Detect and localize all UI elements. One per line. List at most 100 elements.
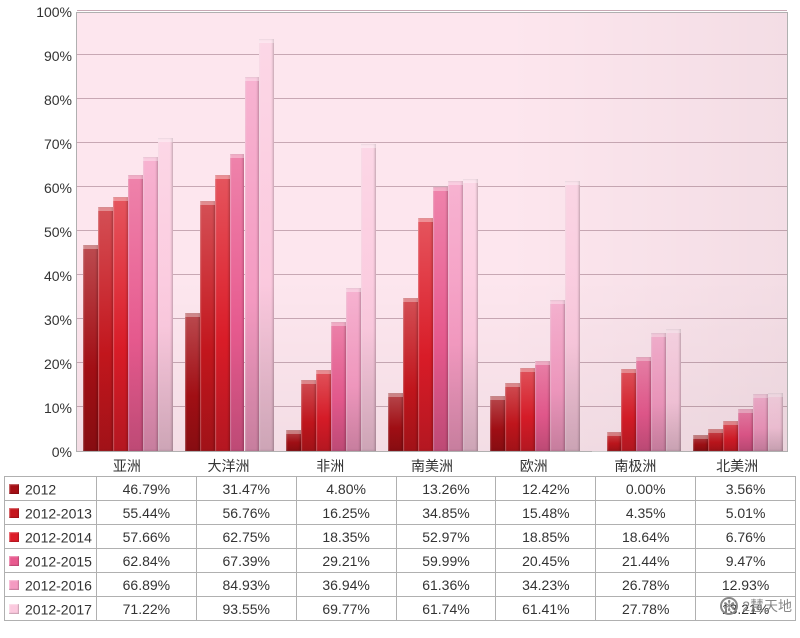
- legend-label: 2012-2017: [25, 601, 92, 617]
- bar: [128, 175, 143, 451]
- legend-swatch: [9, 556, 19, 566]
- data-cell: 3.56%: [696, 477, 796, 501]
- bar: [448, 181, 463, 451]
- legend-swatch: [9, 484, 19, 494]
- bar: [98, 207, 113, 451]
- y-tick-label: 80%: [24, 92, 72, 108]
- bar: [753, 394, 768, 451]
- table-row: 2012-201457.66%62.75%18.35%52.97%18.85%1…: [5, 525, 796, 549]
- data-cell: 62.84%: [96, 549, 196, 573]
- bar: [535, 361, 550, 451]
- bar: [259, 39, 274, 451]
- data-cell: 36.94%: [296, 573, 396, 597]
- table-row: 201246.79%31.47%4.80%13.26%12.42%0.00%3.…: [5, 477, 796, 501]
- table-row: 2012-201771.22%93.55%69.77%61.74%61.41%2…: [5, 597, 796, 621]
- y-tick-label: 40%: [24, 268, 72, 284]
- bar-group: [77, 13, 179, 451]
- legend-cell: 2012-2015: [5, 549, 97, 573]
- data-cell: 18.35%: [296, 525, 396, 549]
- legend-cell: 2012: [5, 477, 97, 501]
- data-table: 201246.79%31.47%4.80%13.26%12.42%0.00%3.…: [4, 476, 796, 621]
- x-category-label: 北美洲: [686, 456, 788, 476]
- bar-group: [484, 13, 586, 451]
- data-cell: 6.76%: [696, 525, 796, 549]
- bar: [245, 77, 260, 451]
- legend-cell: 2012-2017: [5, 597, 97, 621]
- bar: [565, 181, 580, 451]
- x-category-label: 非洲: [279, 456, 381, 476]
- bar: [113, 197, 128, 451]
- gridline: [77, 10, 787, 11]
- y-tick-label: 90%: [24, 48, 72, 64]
- data-cell: 56.76%: [196, 501, 296, 525]
- bar-group: [382, 13, 484, 451]
- y-tick-label: 10%: [24, 400, 72, 416]
- bar: [361, 144, 376, 451]
- data-cell: 18.85%: [496, 525, 596, 549]
- bar: [433, 187, 448, 451]
- bar: [651, 333, 666, 451]
- bar: [738, 409, 753, 451]
- data-cell: 46.79%: [96, 477, 196, 501]
- data-cell: 31.47%: [196, 477, 296, 501]
- data-cell: 0.00%: [596, 477, 696, 501]
- bar: [316, 370, 331, 451]
- bar: [83, 245, 98, 451]
- table-row: 2012-201562.84%67.39%29.21%59.99%20.45%2…: [5, 549, 796, 573]
- bar: [693, 435, 708, 451]
- data-cell: 69.77%: [296, 597, 396, 621]
- data-cell: 26.78%: [596, 573, 696, 597]
- bar-group: [280, 13, 382, 451]
- data-cell: 67.39%: [196, 549, 296, 573]
- data-cell: 71.22%: [96, 597, 196, 621]
- bar: [403, 298, 418, 451]
- data-cell: 18.64%: [596, 525, 696, 549]
- bar: [768, 393, 783, 451]
- legend-swatch: [9, 604, 19, 614]
- data-cell: 57.66%: [96, 525, 196, 549]
- x-category-label: 亚洲: [76, 456, 178, 476]
- legend-cell: 2012-2013: [5, 501, 97, 525]
- y-tick-label: 0%: [24, 444, 72, 460]
- bar-group: [687, 13, 789, 451]
- data-cell: 61.74%: [396, 597, 496, 621]
- data-cell: 4.80%: [296, 477, 396, 501]
- y-tick-label: 70%: [24, 136, 72, 152]
- bar: [708, 429, 723, 451]
- bar: [215, 175, 230, 451]
- bar: [388, 393, 403, 451]
- y-tick-label: 50%: [24, 224, 72, 240]
- bar-group: [179, 13, 281, 451]
- bar: [230, 154, 245, 451]
- bar: [346, 288, 361, 451]
- data-cell: 4.35%: [596, 501, 696, 525]
- data-cell: 34.85%: [396, 501, 496, 525]
- y-tick-label: 60%: [24, 180, 72, 196]
- bar: [666, 329, 681, 451]
- legend-swatch: [9, 508, 19, 518]
- y-tick-label: 30%: [24, 312, 72, 328]
- y-tick-label: 20%: [24, 356, 72, 372]
- bar: [723, 421, 738, 451]
- bar: [418, 218, 433, 451]
- x-category-label: 欧洲: [483, 456, 585, 476]
- data-cell: 27.78%: [596, 597, 696, 621]
- data-cell: 16.25%: [296, 501, 396, 525]
- data-cell: 55.44%: [96, 501, 196, 525]
- legend-label: 2012-2016: [25, 577, 92, 593]
- legend-label: 2012-2015: [25, 553, 92, 569]
- legend-label: 2012: [25, 481, 56, 497]
- bar: [158, 138, 173, 451]
- bar: [636, 357, 651, 451]
- data-cell: 34.23%: [496, 573, 596, 597]
- bar: [301, 380, 316, 452]
- data-cell: 5.01%: [696, 501, 796, 525]
- data-cell: 21.44%: [596, 549, 696, 573]
- legend-label: 2012-2014: [25, 529, 92, 545]
- x-category-label: 南美洲: [381, 456, 483, 476]
- data-cell: 29.21%: [296, 549, 396, 573]
- bar: [607, 432, 622, 451]
- table-row: 2012-201355.44%56.76%16.25%34.85%15.48%4…: [5, 501, 796, 525]
- y-tick-label: 100%: [24, 4, 72, 20]
- bar: [550, 300, 565, 451]
